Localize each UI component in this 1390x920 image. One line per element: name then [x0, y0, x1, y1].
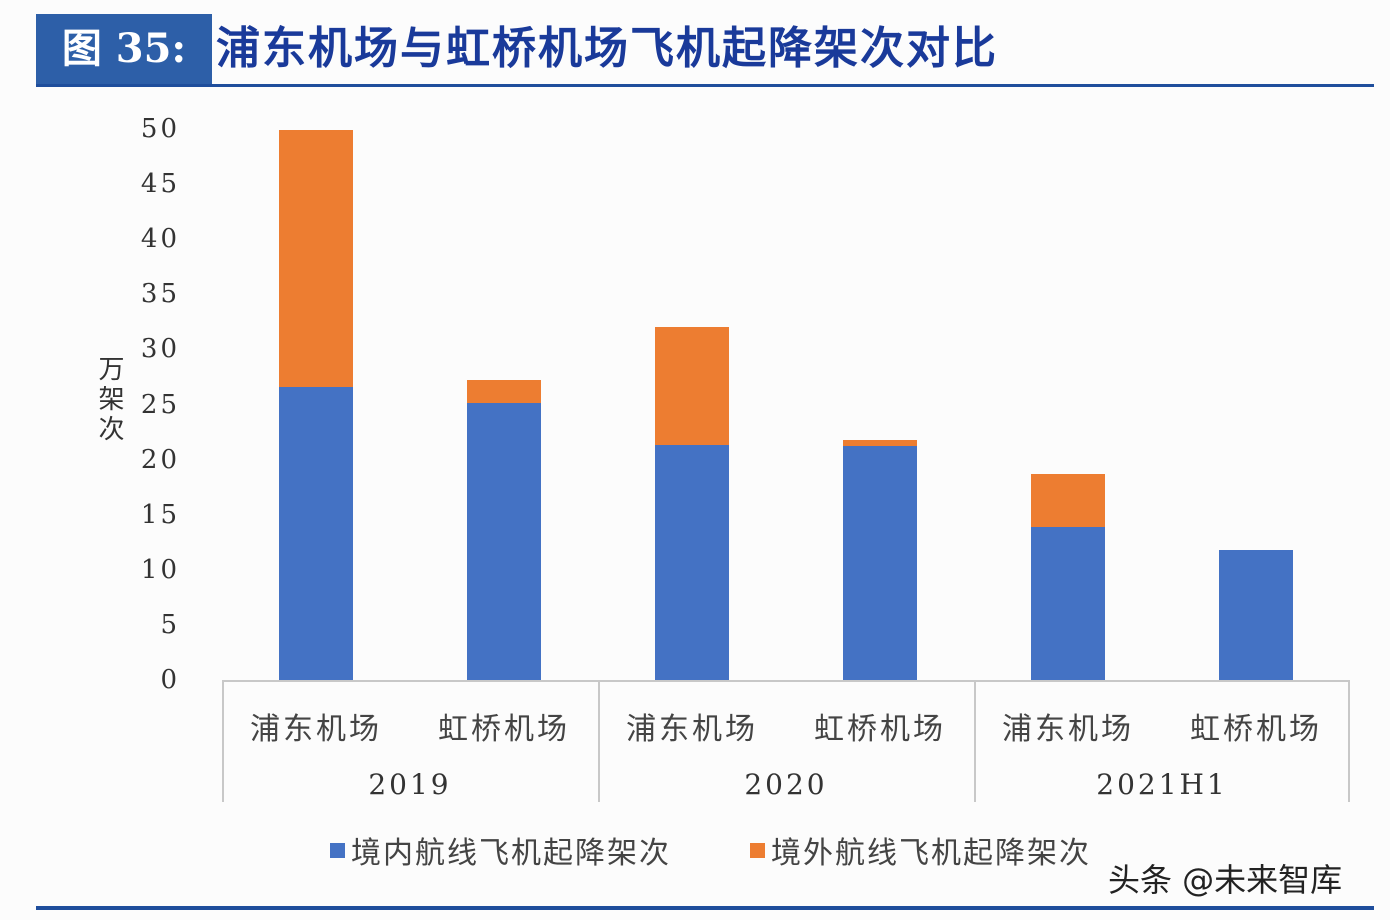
x-group-label: 2019	[368, 768, 452, 801]
x-axis: 浦东机场 虹桥机场 浦东机场 虹桥机场 浦东机场 虹桥机场 2019 2020 2021H1	[222, 680, 1350, 802]
figure-number: 图 35:	[36, 14, 212, 84]
x-group-label: 2021H1	[1096, 768, 1228, 801]
figure-title-bar: 图 35: 浦东机场与虹桥机场飞机起降架次对比	[36, 14, 1374, 87]
y-tick-label: 0	[160, 665, 180, 695]
y-tick-label: 45	[140, 169, 180, 200]
y-tick-label: 50	[140, 114, 180, 144]
bar-segment-domestic	[1031, 526, 1105, 682]
bar-segment-domestic	[467, 403, 541, 682]
bar-segment-international	[279, 129, 353, 387]
legend-label-domestic: 境内航线飞机起降架次	[351, 836, 671, 871]
x-category-label: 虹桥机场	[438, 712, 570, 747]
bar-6	[1219, 549, 1293, 682]
bar-2	[467, 380, 541, 682]
y-tick-label: 20	[140, 444, 180, 475]
bar-segment-international	[1031, 473, 1105, 527]
x-category-label: 虹桥机场	[814, 712, 946, 747]
legend-swatch-domestic	[330, 842, 345, 858]
x-category-label: 浦东机场	[626, 712, 758, 747]
bar-5	[1031, 473, 1105, 682]
bar-segment-domestic	[655, 445, 729, 682]
group-divider	[974, 682, 976, 802]
x-group-label: 2020	[744, 768, 828, 801]
group-divider	[598, 682, 600, 802]
y-tick-label: 30	[140, 334, 180, 365]
bar-segment-international	[467, 380, 541, 404]
bottom-rule	[36, 906, 1374, 910]
y-tick-label: 35	[140, 279, 180, 310]
bar-4	[843, 439, 917, 682]
group-divider	[222, 682, 224, 802]
bar-segment-domestic	[279, 386, 353, 682]
chart-title: 浦东机场与虹桥机场飞机起降架次对比	[216, 23, 998, 74]
y-tick-label: 5	[160, 609, 180, 640]
y-axis-label: 万架次	[94, 355, 124, 445]
bar-3	[655, 327, 729, 682]
bar-segment-domestic	[1219, 549, 1293, 682]
y-tick-label: 25	[140, 389, 180, 420]
bar-1	[279, 129, 353, 682]
legend-item-international: 境外航线飞机起降架次	[750, 830, 1091, 871]
x-category-label: 浦东机场	[250, 712, 382, 747]
plot-area	[222, 129, 1350, 682]
x-category-label: 浦东机场	[1002, 712, 1134, 747]
legend-swatch-international	[750, 842, 765, 858]
legend-item-domestic: 境内航线飞机起降架次	[330, 830, 671, 871]
group-divider	[1348, 682, 1350, 802]
y-tick-label: 15	[140, 499, 180, 530]
x-category-label: 虹桥机场	[1190, 712, 1322, 747]
y-tick-label: 40	[140, 224, 180, 255]
y-tick-label: 10	[140, 554, 180, 585]
watermark: 头条 @未来智库	[1108, 861, 1343, 899]
bar-segment-international	[655, 327, 729, 446]
legend-label-international: 境外航线飞机起降架次	[771, 836, 1091, 871]
bar-segment-international	[843, 439, 917, 447]
bar-segment-domestic	[843, 446, 917, 682]
